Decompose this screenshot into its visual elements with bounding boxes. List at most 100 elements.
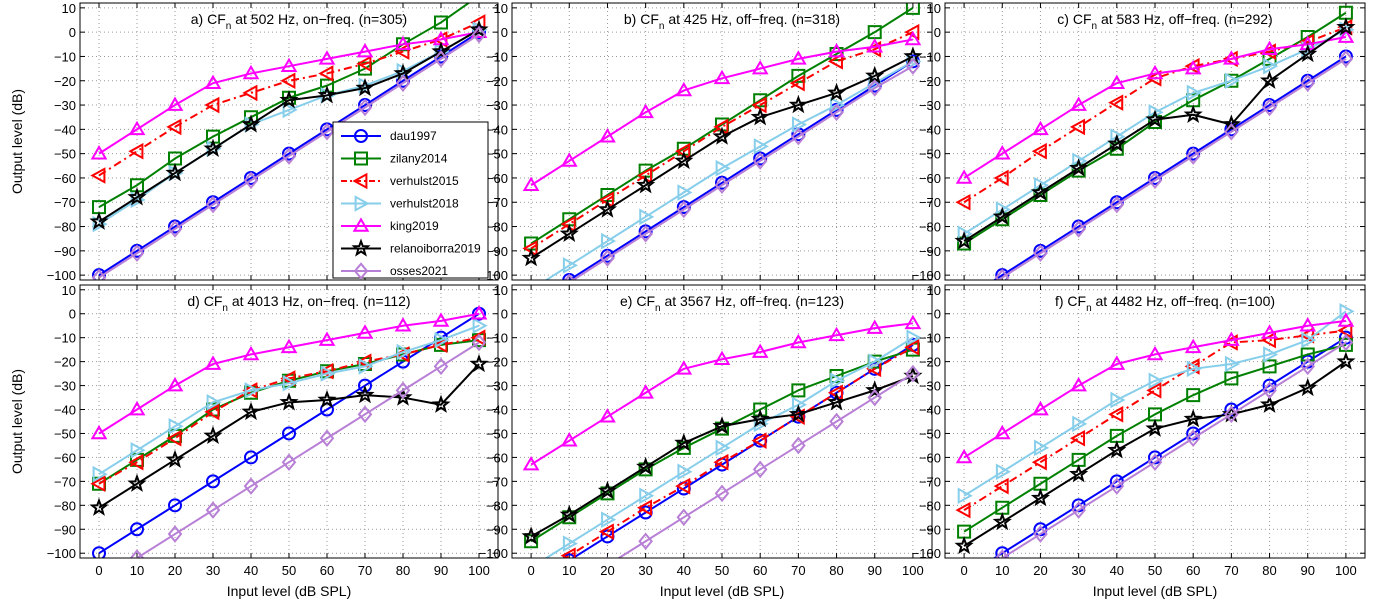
data-point-king2019 [242, 64, 260, 80]
data-point-relanoiborra2019 [241, 114, 261, 133]
data-point-osses2021 [829, 412, 844, 431]
x-tick-label: 100 [902, 563, 924, 578]
data-point-zilany2014 [1262, 359, 1277, 374]
data-point-osses2021 [1185, 147, 1201, 165]
y-tick-label: −90 [486, 244, 508, 259]
x-tick-label: 0 [95, 563, 102, 578]
data-point-verhulst2015 [90, 167, 106, 184]
data-point-relanoiborra2019 [1145, 418, 1165, 437]
legend-marker-relanoiborra2019 [351, 238, 371, 257]
y-tick-label: 0 [69, 25, 76, 40]
plot-frame [79, 284, 499, 559]
data-point-verhulst2015 [1108, 94, 1124, 111]
y-tick-label: 10 [927, 1, 941, 16]
x-tick-label: 90 [434, 563, 448, 578]
data-point-verhulst2015 [1337, 322, 1353, 339]
y-tick-label: −90 [54, 522, 76, 537]
data-point-osses2021 [281, 453, 297, 471]
series-group [954, 5, 1356, 280]
series-line-dau1997 [567, 60, 914, 280]
series-line-verhulst2015 [563, 346, 914, 558]
data-point-king2019 [790, 50, 807, 65]
data-point-verhulst2018 [130, 441, 146, 459]
data-point-king2019 [280, 57, 298, 72]
data-point-osses2021 [1147, 171, 1163, 190]
x-tick-label: 40 [244, 563, 258, 578]
y-tick-label: −40 [54, 122, 76, 137]
data-point-king2019 [866, 38, 884, 53]
series-line-dau1997 [98, 312, 480, 555]
series-line-zilany2014 [98, 3, 471, 208]
data-point-dau1997 [92, 546, 106, 558]
data-point-king2019 [1223, 331, 1240, 346]
data-point-relanoiborra2019 [89, 211, 109, 230]
data-point-relanoiborra2019 [559, 223, 579, 242]
data-point-dau1997 [244, 450, 258, 465]
x-tick-label: 40 [677, 563, 691, 578]
x-tick-label: 60 [1186, 563, 1200, 578]
data-point-verhulst2018 [1263, 57, 1279, 75]
x-tick-label: 80 [829, 563, 843, 578]
data-point-king2019 [1032, 120, 1049, 136]
data-point-osses2021 [752, 152, 768, 170]
data-point-osses2021 [433, 50, 449, 68]
y-tick-label: −10 [486, 49, 508, 64]
x-tick-label: 60 [753, 563, 767, 578]
data-point-relanoiborra2019 [1259, 70, 1280, 89]
data-point-verhulst2015 [993, 169, 1009, 187]
data-point-osses2021 [752, 460, 768, 479]
data-point-verhulst2018 [282, 374, 298, 392]
data-point-verhulst2015 [1069, 118, 1086, 136]
data-point-osses2021 [1224, 123, 1239, 141]
y-tick-label: −20 [54, 74, 76, 89]
y-tick-label: −60 [919, 171, 941, 186]
data-point-osses2021 [791, 127, 806, 146]
data-point-king2019 [280, 338, 298, 354]
y-tick-label: −40 [919, 403, 941, 418]
y-tick-label: −70 [919, 474, 941, 489]
data-point-osses2021 [1185, 429, 1201, 448]
data-point-zilany2014 [1300, 347, 1315, 362]
data-point-zilany2014 [867, 25, 882, 40]
data-point-verhulst2018 [282, 101, 298, 119]
data-point-relanoiborra2019 [521, 248, 541, 267]
data-point-king2019 [394, 317, 412, 332]
data-point-verhulst2018 [639, 487, 655, 505]
y-tick-label: −30 [919, 98, 941, 113]
data-point-king2019 [1070, 376, 1087, 392]
y-tick-label: −40 [919, 122, 941, 137]
data-point-relanoiborra2019 [712, 416, 732, 435]
data-point-king2019 [128, 120, 146, 136]
data-point-verhulst2018 [1148, 372, 1164, 390]
data-point-osses2021 [205, 501, 221, 519]
x-tick-label: 0 [960, 563, 967, 578]
data-point-osses2021 [994, 549, 1010, 558]
data-point-king2019 [560, 152, 578, 167]
panel-title: c) CFn at 583 Hz, off−freq. (n=292) [1057, 11, 1272, 32]
data-point-dau1997 [525, 578, 537, 590]
y-tick-label: −90 [54, 244, 76, 259]
series-line-dau1997 [98, 31, 480, 276]
data-point-zilany2014 [1224, 371, 1239, 386]
data-point-relanoiborra2019 [597, 480, 618, 500]
data-point-verhulst2018 [1072, 415, 1088, 433]
data-point-verhulst2015 [204, 96, 220, 114]
data-point-osses2021 [563, 582, 575, 596]
data-point-zilany2014 [753, 402, 768, 417]
data-point-zilany2014 [92, 200, 106, 215]
data-point-verhulst2018 [562, 535, 578, 552]
data-point-king2019 [713, 350, 731, 366]
data-point-relanoiborra2019 [865, 65, 885, 85]
data-point-verhulst2015 [675, 477, 691, 495]
data-point-osses2021 [1338, 50, 1354, 68]
data-point-king2019 [675, 81, 693, 97]
y-tick-label: −90 [919, 522, 941, 537]
y-tick-label: −30 [919, 379, 941, 394]
y-tick-label: −60 [486, 171, 508, 186]
data-point-verhulst2015 [993, 477, 1009, 495]
data-point-dau1997 [168, 498, 182, 513]
series-line-relanoiborra2019 [530, 375, 914, 538]
data-point-relanoiborra2019 [89, 497, 109, 516]
x-tick-label: 30 [1071, 563, 1085, 578]
data-point-osses2021 [129, 549, 145, 558]
